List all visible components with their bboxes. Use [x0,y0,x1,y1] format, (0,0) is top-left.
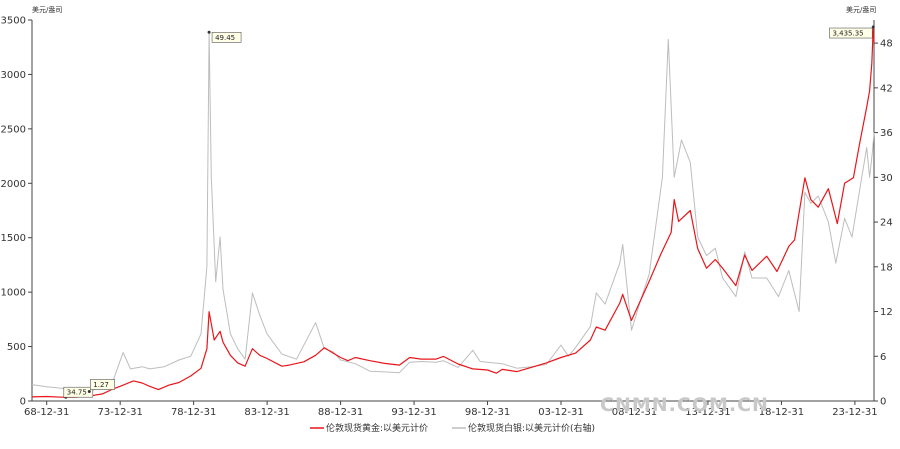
y-right-tick-label: 6 [880,352,886,363]
y-left-tick-label: 1500 [1,233,26,244]
right-axis-unit: 美元/盎司 [846,5,876,14]
annotation-layer: 34.75 1.27 49.45 3,435.35 [63,25,875,399]
x-tick-label: 03-12-31 [538,407,583,418]
annotation-label: 1.27 [93,381,109,389]
annotation-box [90,379,116,390]
series-line-silver [31,31,875,392]
annotation-label: 49.45 [215,34,235,42]
annotation-marker [87,390,91,394]
y-right-tick-label: 30 [880,173,893,184]
series-line-gold [31,26,875,398]
annotation-marker [207,30,211,34]
x-tick-label: 08-12-31 [612,407,657,418]
y-left-tick-label: 0 [20,397,26,408]
x-tick-label: 78-12-31 [171,407,216,418]
x-tick-label: 73-12-31 [97,407,142,418]
x-tick-label: 98-12-31 [465,407,510,418]
annotation-label: 34.75 [67,389,87,397]
x-tick-label: 83-12-31 [244,407,289,418]
y-right-tick-label: 0 [880,397,886,408]
left-axis-unit: 美元/盎司 [32,5,62,14]
series-layer [31,26,875,398]
legend-label: 伦敦现货黄金:以美元计价 [326,422,428,434]
y-right-tick-label: 36 [880,128,893,139]
y-right-tick-label: 12 [880,307,893,318]
annotation-box [63,386,94,398]
y-right-tick-label: 48 [880,39,893,50]
y-left-tick-label: 3000 [1,70,26,81]
y-left-tick-label: 3500 [1,16,26,27]
axes: 美元/盎司 美元/盎司050010001500200025003000350006… [1,5,893,418]
x-tick-label: 18-12-31 [759,407,804,418]
y-left-tick-label: 2500 [1,124,26,135]
legend-label: 伦敦现货白银:以美元计价(右轴) [468,422,595,434]
x-tick-label: 93-12-31 [391,407,436,418]
y-left-tick-label: 500 [7,342,26,353]
annotation-box [829,27,873,39]
watermark: CNMN.COM.CN [600,394,769,416]
y-right-tick-label: 24 [880,218,893,229]
x-tick-label: 88-12-31 [318,407,363,418]
y-right-tick-label: 18 [880,262,893,273]
y-right-tick-label: 42 [880,83,893,94]
annotation-label: 3,435.35 [832,30,863,38]
x-tick-label: 23-12-31 [832,407,877,418]
annotation-box [211,32,242,43]
x-tick-label: 13-12-31 [685,407,730,418]
y-left-tick-label: 2000 [1,179,26,190]
legend: 伦敦现货黄金:以美元计价 伦敦现货白银:以美元计价(右轴) [310,422,595,434]
y-left-tick-label: 1000 [1,288,26,299]
x-tick-label: 68-12-31 [24,407,69,418]
